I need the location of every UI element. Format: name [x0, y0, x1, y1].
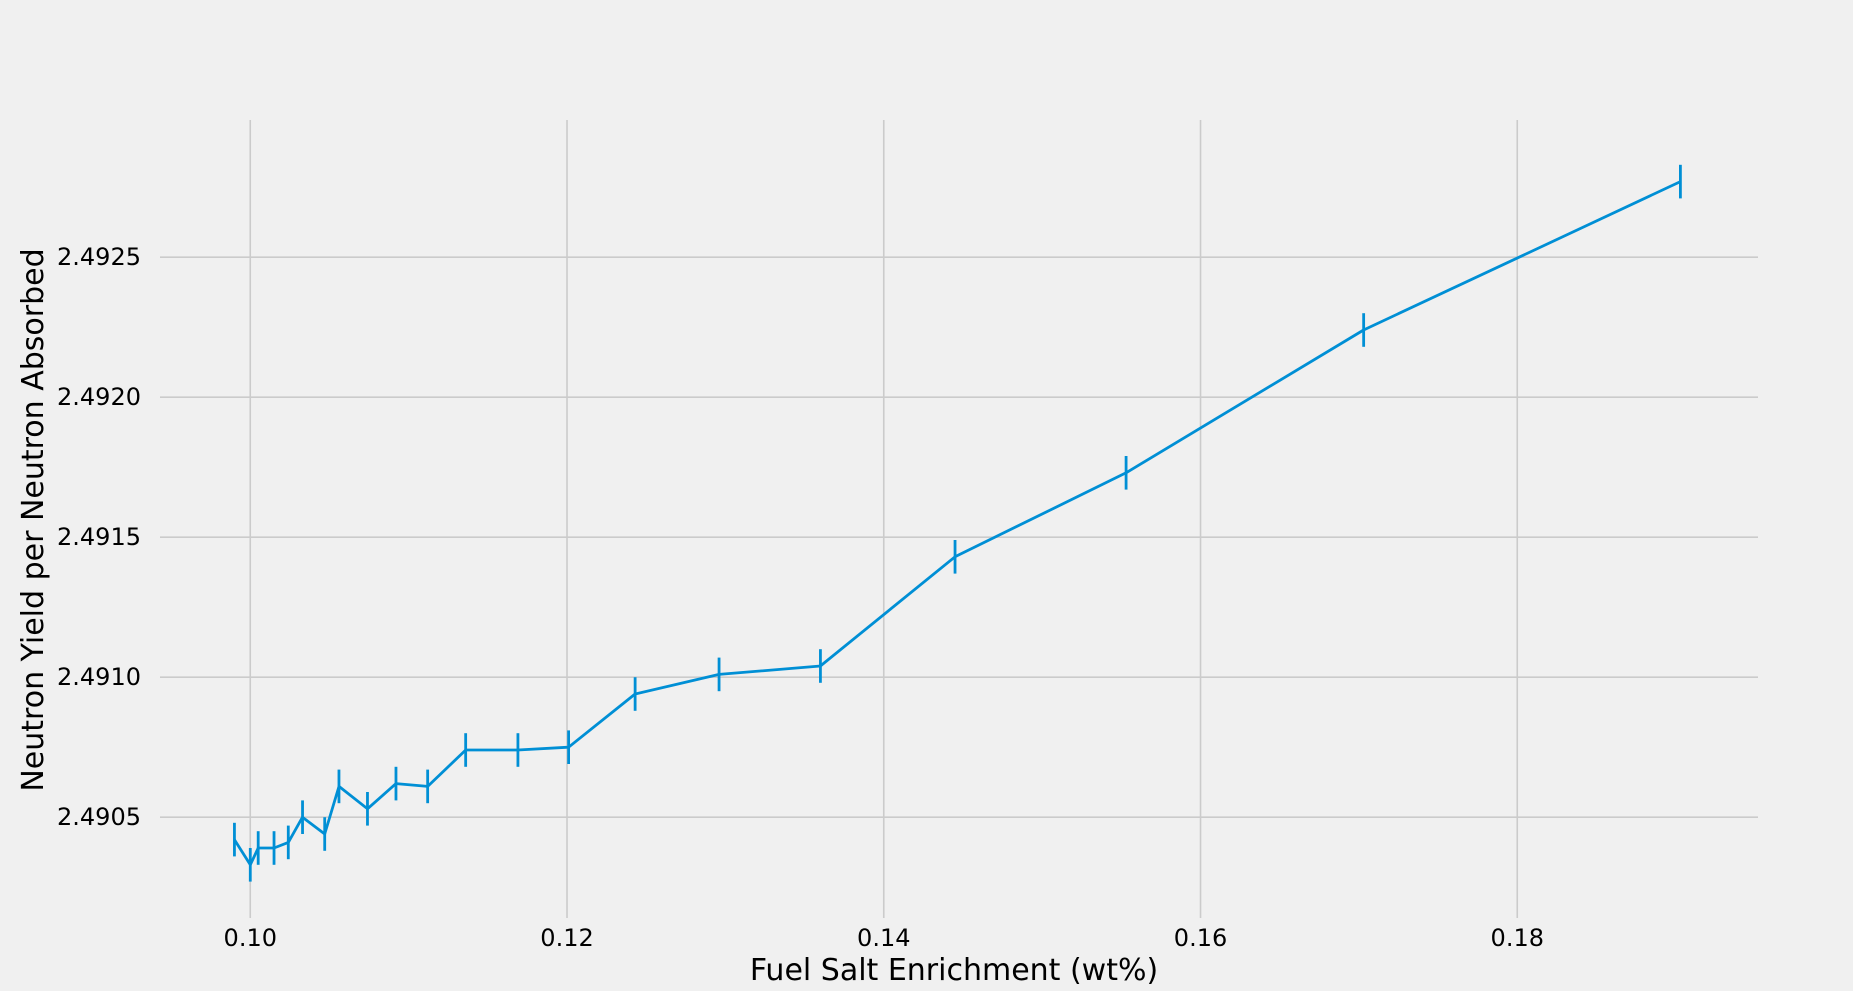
x-tick-label: 0.18 — [1491, 924, 1544, 952]
tick-labels: 0.10 0.12 0.14 0.16 0.18 2.4905 2.4910 2.4915 2.… — [57, 243, 1544, 952]
x-tick-label: 0.14 — [857, 924, 910, 952]
y-axis-label: Neutron Yield per Neutron Absorbed — [16, 248, 51, 791]
x-tick-label: 0.10 — [224, 924, 277, 952]
y-tick-label: 2.4915 — [57, 523, 141, 551]
x-tick-label: 0.16 — [1174, 924, 1227, 952]
y-tick-label: 2.4910 — [57, 663, 141, 691]
y-tick-label: 2.4920 — [57, 383, 141, 411]
x-tick-label: 0.12 — [540, 924, 593, 952]
grid — [160, 120, 1758, 918]
x-axis-label: Fuel Salt Enrichment (wt%) — [750, 953, 1158, 988]
y-tick-label: 2.4925 — [57, 243, 141, 271]
y-tick-label: 2.4905 — [57, 803, 141, 831]
series — [233, 164, 1682, 882]
